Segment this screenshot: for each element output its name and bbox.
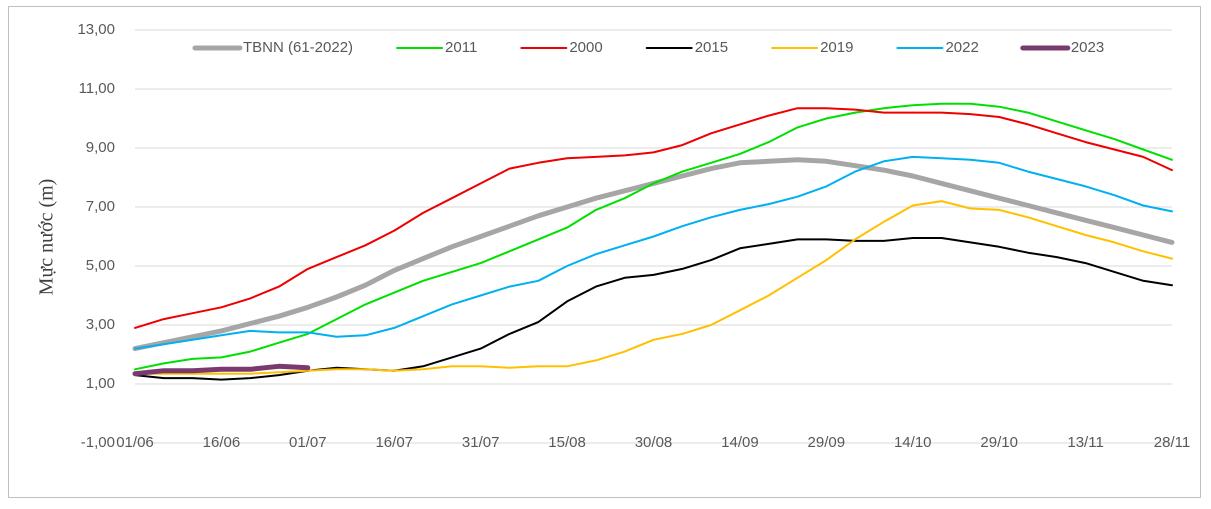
legend-label: 2019 xyxy=(820,39,853,56)
x-tick-label: 01/06 xyxy=(116,434,154,451)
y-tick-label: 3,00 xyxy=(86,316,115,333)
legend-label: 2015 xyxy=(695,39,728,56)
x-tick-label: 16/06 xyxy=(203,434,241,451)
x-tick-label: 14/10 xyxy=(894,434,932,451)
series-line xyxy=(134,155,1173,350)
x-tick-label: 29/09 xyxy=(808,434,846,451)
series-line xyxy=(134,107,1173,329)
x-tick-label: 29/10 xyxy=(980,434,1018,451)
legend-label: 2022 xyxy=(945,39,978,56)
y-tick-label: 9,00 xyxy=(86,139,115,156)
series-line xyxy=(134,102,1173,371)
x-tick-label: 14/09 xyxy=(721,434,759,451)
x-tick-label: 01/07 xyxy=(289,434,327,451)
legend-label: 2011 xyxy=(445,39,477,56)
y-tick-label: 11,00 xyxy=(79,80,115,97)
x-tick-label: 16/07 xyxy=(375,434,413,451)
y-tick-label: 1,00 xyxy=(86,375,115,392)
x-tick-label: 30/08 xyxy=(635,434,673,451)
series-line xyxy=(134,200,1173,375)
y-tick-label: 7,00 xyxy=(86,198,115,215)
x-tick-label: 13/11 xyxy=(1067,434,1103,451)
legend-label: 2000 xyxy=(569,39,602,56)
y-tick-label: -1,00 xyxy=(81,434,115,451)
x-tick-label: 15/08 xyxy=(548,434,586,451)
y-tick-label: 13,00 xyxy=(77,21,115,38)
x-tick-label: 28/11 xyxy=(1154,434,1190,451)
y-tick-label: 5,00 xyxy=(86,257,115,274)
y-axis-title: Mực nước (m) xyxy=(36,179,58,296)
x-tick-label: 31/07 xyxy=(462,434,500,451)
legend-label: 2023 xyxy=(1071,39,1104,56)
legend-label: TBNN (61-2022) xyxy=(243,39,353,56)
series-line xyxy=(132,363,311,377)
